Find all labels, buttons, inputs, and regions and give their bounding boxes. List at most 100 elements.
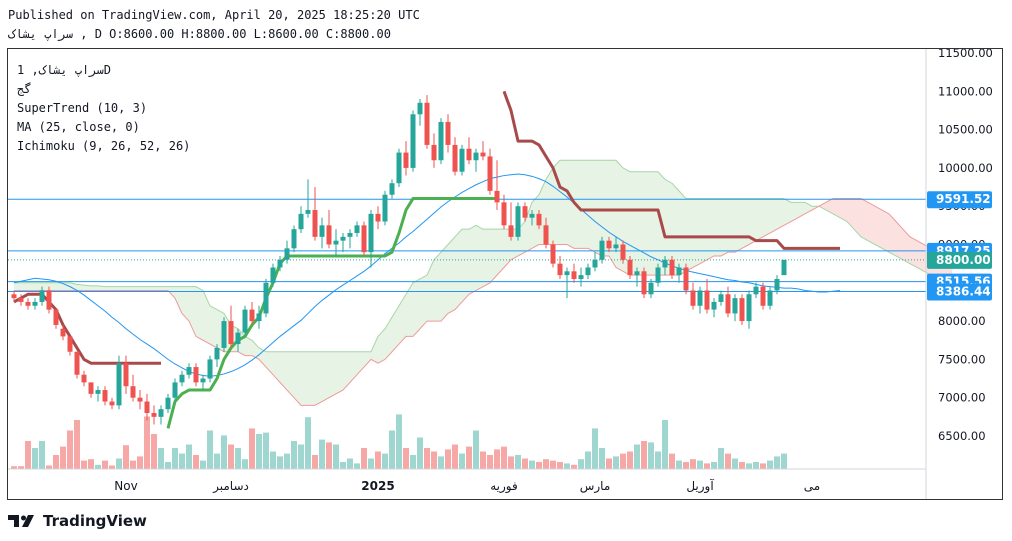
candle	[508, 202, 514, 241]
candle-body	[417, 102, 423, 115]
candle-body	[74, 351, 80, 375]
candle	[431, 133, 437, 168]
candle-body	[403, 152, 409, 168]
volume-bar	[452, 444, 458, 469]
candle	[46, 286, 52, 314]
volume-bar	[242, 459, 248, 469]
candle-body	[438, 121, 444, 161]
y-tick-label: 6500.00	[938, 429, 986, 443]
price-label: 9591.52	[927, 191, 992, 209]
cloud-segment	[14, 282, 21, 291]
cloud-segment	[609, 160, 616, 268]
cloud-segment	[903, 229, 910, 264]
volume-bar	[361, 448, 367, 469]
candle-body	[690, 290, 696, 306]
legend-symbol: سراپ یشاک, 1D	[17, 63, 111, 77]
candle-body	[641, 271, 647, 295]
candle-body	[284, 248, 290, 260]
cloud-segment	[889, 213, 896, 256]
cloud-segment	[462, 229, 469, 302]
volume-bar	[375, 451, 381, 469]
cloud-segment	[420, 275, 427, 329]
legend-ichimoku[interactable]: Ichimoku (9, 26, 52, 26)	[17, 139, 191, 153]
candle	[669, 255, 675, 279]
ichimoku-cloud	[14, 159, 953, 406]
cloud-segment	[588, 160, 595, 253]
legend-supertrend[interactable]: SuperTrend (10, 3)	[17, 101, 148, 115]
volume-bar	[389, 430, 395, 469]
candle-body	[207, 359, 213, 379]
volume-bar	[228, 444, 234, 469]
cloud-segment	[21, 282, 28, 291]
cloud-segment	[336, 351, 343, 394]
candle	[550, 240, 556, 268]
cloud-segment	[364, 351, 371, 368]
cloud-segment	[840, 198, 847, 222]
candle-body	[137, 397, 143, 402]
candlestick-chart[interactable]: 11500.0011000.0010500.0010000.009500.009…	[8, 49, 1003, 499]
candle-body	[746, 294, 752, 322]
candle-body	[340, 236, 346, 241]
candle-body	[214, 347, 220, 360]
candle	[585, 263, 591, 279]
volume-bar	[683, 462, 689, 469]
volume-bar	[200, 460, 206, 469]
cloud-segment	[140, 286, 147, 291]
candle-body	[571, 271, 577, 279]
candle-body	[781, 259, 787, 276]
volume-bar	[627, 451, 633, 469]
candle	[102, 386, 108, 406]
candle	[459, 144, 465, 176]
brand[interactable]: TradingView	[8, 512, 147, 530]
cloud-segment	[630, 171, 637, 276]
legend-ma[interactable]: MA (25, close, 0)	[17, 120, 140, 134]
cloud-segment	[749, 198, 756, 245]
volume-bar	[424, 448, 430, 469]
volume-bar	[606, 458, 612, 469]
candle	[312, 187, 318, 241]
candle-body	[165, 397, 171, 410]
candle	[382, 190, 388, 226]
y-tick-label: 7500.00	[938, 352, 986, 366]
candle	[690, 282, 696, 310]
volume-bar	[53, 455, 59, 469]
volume-bar	[368, 458, 374, 469]
volume-bar	[592, 428, 598, 469]
cloud-segment	[714, 198, 721, 256]
candle-body	[32, 301, 38, 306]
volume-bar	[648, 442, 654, 469]
candle-body	[193, 367, 199, 383]
volume-bar	[186, 444, 192, 469]
volume-bar	[291, 441, 297, 469]
cloud-segment	[406, 282, 413, 337]
candle	[53, 309, 59, 329]
brand-name: TradingView	[43, 512, 147, 530]
volume-bar	[256, 434, 262, 469]
volume-bar	[473, 430, 479, 469]
candle-body	[123, 363, 129, 387]
candle	[88, 382, 94, 398]
volume-bar	[781, 453, 787, 469]
cloud-segment	[672, 183, 679, 276]
cloud-segment	[497, 229, 504, 276]
candle-body	[410, 114, 416, 168]
volume-bar	[333, 444, 339, 469]
candle	[613, 236, 619, 253]
volume-bar	[207, 430, 213, 469]
candle-body	[312, 210, 318, 237]
volume-bar	[557, 462, 563, 469]
candle	[25, 298, 31, 310]
candle-body	[18, 298, 24, 302]
cloud-segment	[728, 198, 735, 253]
cloud-segment	[721, 198, 728, 256]
volume-bar	[725, 453, 731, 469]
cloud-segment	[700, 198, 707, 264]
candle	[221, 317, 227, 352]
candle	[774, 275, 780, 295]
candle-body	[648, 282, 654, 295]
candle	[186, 363, 192, 379]
candle	[487, 148, 493, 195]
volume-bar	[564, 463, 570, 469]
candle	[536, 210, 542, 230]
candle	[739, 294, 745, 325]
